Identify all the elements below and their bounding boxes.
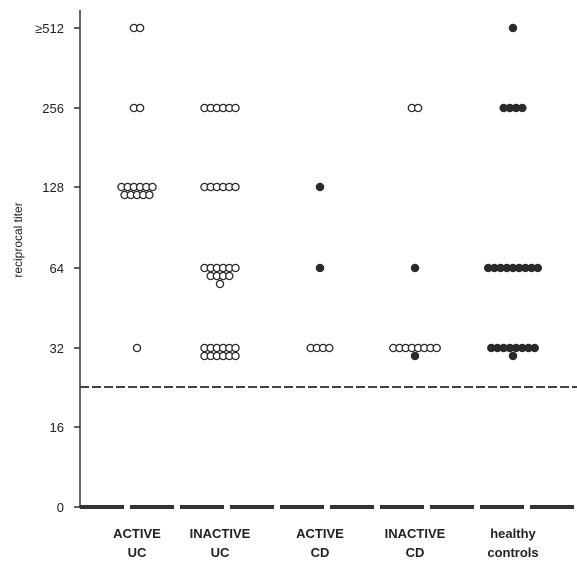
y-tick-label: 0 [57, 500, 64, 515]
filled-data-point [508, 23, 518, 33]
axes-group [79, 10, 577, 509]
filled-data-point [530, 343, 539, 353]
x-category-label: CD [311, 545, 330, 560]
open-data-point [231, 351, 240, 361]
y-tick-label: 16 [50, 420, 64, 435]
open-data-point [145, 190, 154, 200]
open-data-point [325, 343, 334, 353]
open-data-point [135, 103, 145, 113]
open-data-point [225, 271, 234, 281]
open-data-point [413, 103, 423, 113]
open-data-point [231, 103, 240, 113]
x-category-label: controls [487, 545, 538, 560]
x-category-label: UC [128, 545, 147, 560]
open-data-point [231, 182, 240, 192]
y-axis-title: reciprocal titer [11, 202, 25, 277]
x-labels-group: ACTIVE UC INACTIVE UC ACTIVE CD INACTIVE CD heal… [113, 526, 538, 560]
filled-data-point [508, 351, 518, 361]
x-category-label: healthy [490, 526, 536, 541]
y-tick-label: 256 [42, 101, 64, 116]
y-tick-label: ≥512 [35, 21, 64, 36]
open-data-point [135, 23, 145, 33]
open-data-point [215, 279, 225, 289]
points-group [117, 23, 543, 361]
x-category-label: INACTIVE [190, 526, 251, 541]
open-data-point [231, 263, 240, 273]
filled-data-point [315, 263, 325, 273]
x-category-label: UC [211, 545, 230, 560]
y-ticks-group: 0 16 32 64 128 256 ≥512 [35, 21, 80, 515]
open-data-point [148, 182, 157, 192]
y-tick-label: 64 [50, 261, 64, 276]
y-tick-label: 32 [50, 341, 64, 356]
x-category-label: ACTIVE [296, 526, 344, 541]
open-data-point [432, 343, 441, 353]
filled-data-point [315, 182, 325, 192]
x-category-label: CD [406, 545, 425, 560]
x-category-label: INACTIVE [385, 526, 446, 541]
filled-data-point [410, 263, 420, 273]
filled-data-point [410, 351, 420, 361]
filled-data-point [518, 103, 527, 113]
filled-data-point [533, 263, 543, 273]
x-category-label: ACTIVE [113, 526, 161, 541]
y-tick-label: 128 [42, 180, 64, 195]
open-data-point [231, 343, 240, 353]
open-data-point [132, 343, 142, 353]
